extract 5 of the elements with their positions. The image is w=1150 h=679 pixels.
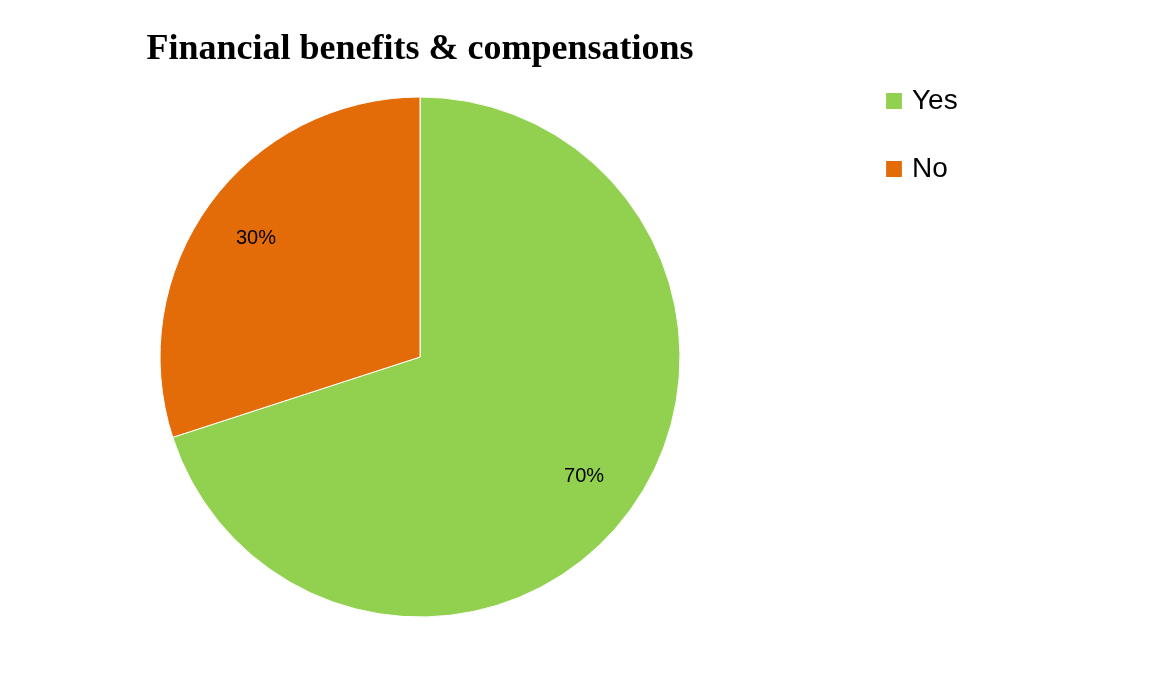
- legend-label: Yes: [912, 84, 958, 115]
- chart-title: Financial benefits & compensations: [146, 27, 694, 67]
- legend-label: No: [912, 152, 948, 183]
- data-label: 70%: [564, 464, 605, 487]
- data-label: 30%: [235, 225, 277, 248]
